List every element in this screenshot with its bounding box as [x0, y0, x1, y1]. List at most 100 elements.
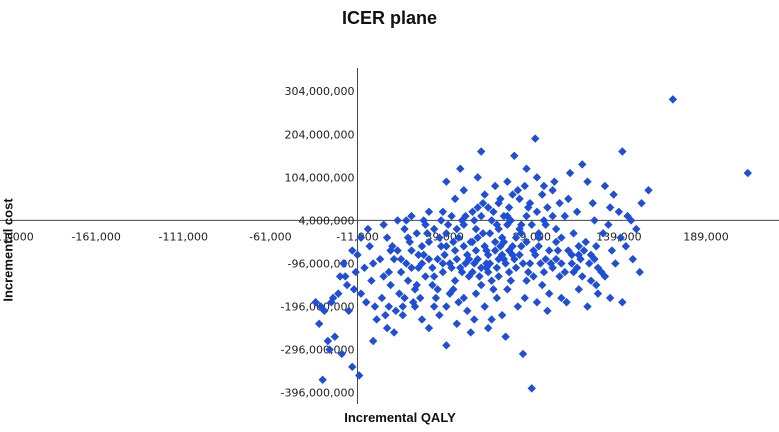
- y-tick-label: 304,000,000: [285, 85, 355, 98]
- data-point: [466, 237, 475, 247]
- data-point: [483, 323, 493, 333]
- data-point: [585, 259, 594, 268]
- data-point: [421, 272, 430, 281]
- data-point: [544, 289, 554, 298]
- data-point: [531, 250, 540, 260]
- data-point: [407, 211, 416, 221]
- data-point: [419, 250, 428, 260]
- data-point: [363, 224, 373, 234]
- data-point: [546, 259, 556, 268]
- data-point: [433, 254, 442, 264]
- data-point: [611, 259, 620, 268]
- data-point: [600, 272, 610, 281]
- data-point: [436, 242, 446, 251]
- data-point: [362, 298, 371, 307]
- data-point: [604, 220, 613, 229]
- data-point: [314, 319, 324, 328]
- data-point: [459, 293, 468, 303]
- data-point: [334, 289, 343, 298]
- data-point: [618, 298, 627, 307]
- data-point: [524, 203, 533, 212]
- data-point: [452, 224, 462, 234]
- data-point: [560, 211, 570, 221]
- data-point: [515, 224, 524, 234]
- data-point: [541, 254, 550, 264]
- data-point: [565, 168, 575, 178]
- data-point: [548, 186, 557, 195]
- data-point: [522, 237, 531, 247]
- data-point: [567, 250, 577, 260]
- data-point: [497, 233, 507, 242]
- data-point: [459, 186, 468, 195]
- data-point: [445, 259, 455, 268]
- data-point: [607, 246, 617, 255]
- data-point: [457, 216, 467, 225]
- data-point: [544, 246, 554, 255]
- data-point: [569, 267, 578, 277]
- data-point: [325, 345, 334, 354]
- data-point: [447, 211, 456, 221]
- data-point: [513, 302, 522, 311]
- data-point: [492, 220, 502, 229]
- data-point: [506, 276, 516, 285]
- data-point: [454, 233, 463, 242]
- data-point: [348, 246, 357, 255]
- y-tick-label: 204,000,000: [285, 128, 355, 141]
- data-point: [384, 302, 394, 311]
- data-point: [424, 237, 434, 247]
- data-point: [382, 233, 392, 242]
- data-point: [433, 285, 442, 294]
- data-point: [586, 250, 596, 260]
- data-point: [384, 267, 394, 277]
- data-point: [592, 242, 601, 251]
- data-point: [503, 285, 512, 294]
- data-point: [367, 276, 376, 285]
- data-point: [370, 302, 380, 311]
- chart-title: ICER plane: [341, 8, 438, 28]
- data-point: [356, 289, 366, 298]
- data-point: [529, 246, 538, 255]
- data-point: [518, 349, 528, 359]
- data-point: [576, 254, 585, 264]
- x-tick-label: -211,000: [0, 230, 34, 243]
- data-point: [377, 293, 387, 303]
- data-point: [442, 302, 451, 311]
- data-point: [593, 289, 603, 298]
- data-point: [456, 164, 465, 173]
- data-point: [527, 384, 536, 393]
- x-tick-label: -61,000: [249, 230, 291, 243]
- data-point: [557, 233, 566, 242]
- data-point: [490, 181, 500, 191]
- data-point: [452, 254, 462, 264]
- data-point: [459, 242, 468, 251]
- data-point: [438, 259, 448, 268]
- data-point: [551, 224, 561, 234]
- data-point: [330, 332, 340, 341]
- data-point: [382, 323, 392, 333]
- data-point: [574, 242, 583, 251]
- data-point: [368, 336, 378, 346]
- data-point: [365, 242, 374, 251]
- data-point: [386, 246, 395, 255]
- data-point: [497, 310, 507, 320]
- data-point: [487, 315, 496, 324]
- data-point: [464, 272, 474, 281]
- data-point: [539, 181, 549, 191]
- data-point: [504, 246, 514, 255]
- data-point: [381, 310, 390, 320]
- data-point: [402, 216, 411, 225]
- data-point: [574, 250, 583, 260]
- data-point: [440, 250, 449, 260]
- data-point: [339, 259, 348, 268]
- data-point: [490, 246, 500, 255]
- data-point: [616, 233, 625, 242]
- data-point: [475, 272, 484, 281]
- data-point: [463, 306, 472, 316]
- data-point: [531, 134, 540, 143]
- data-point: [368, 259, 378, 268]
- data-point: [473, 203, 482, 212]
- data-point: [487, 276, 496, 285]
- data-point: [482, 259, 491, 268]
- data-point: [548, 211, 557, 221]
- data-point: [452, 319, 462, 328]
